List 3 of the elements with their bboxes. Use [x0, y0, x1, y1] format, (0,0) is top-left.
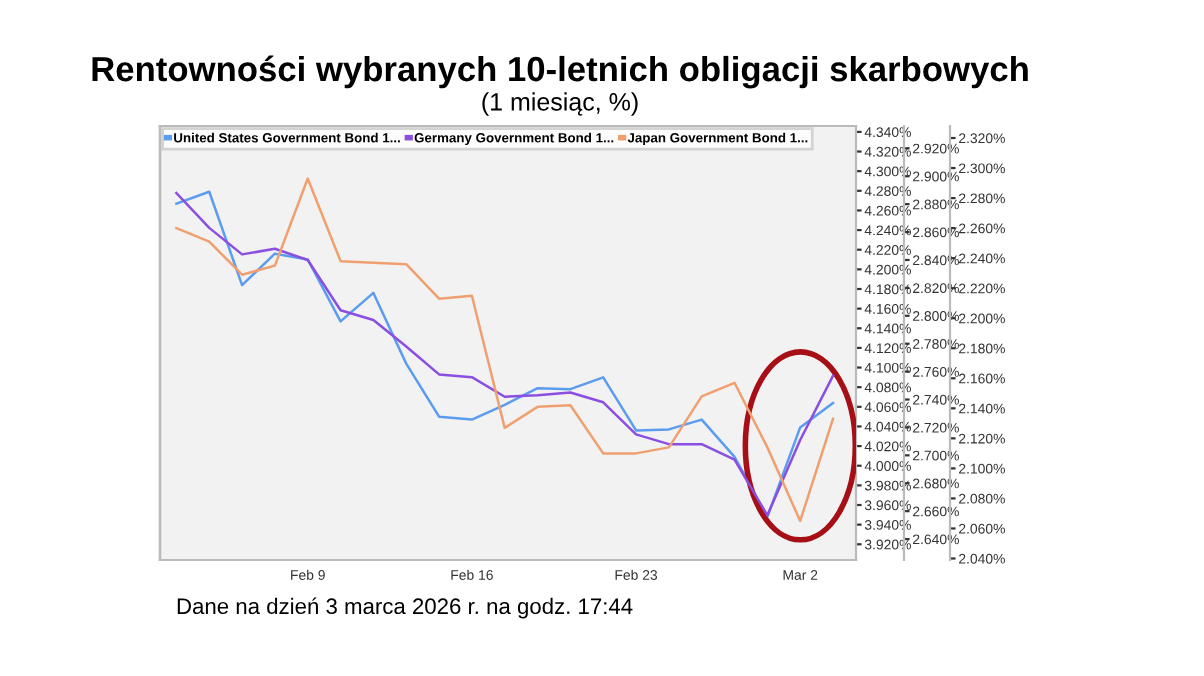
chart-title: Rentowności wybranych 10-letnich obligacji skarbowych: [92, 55, 1028, 89]
text: Dane na dzień 3 marca 2026 r. na godz. 17:44: [177, 597, 633, 619]
chart-subtitle: (1 miesiąc, %): [482, 92, 638, 116]
